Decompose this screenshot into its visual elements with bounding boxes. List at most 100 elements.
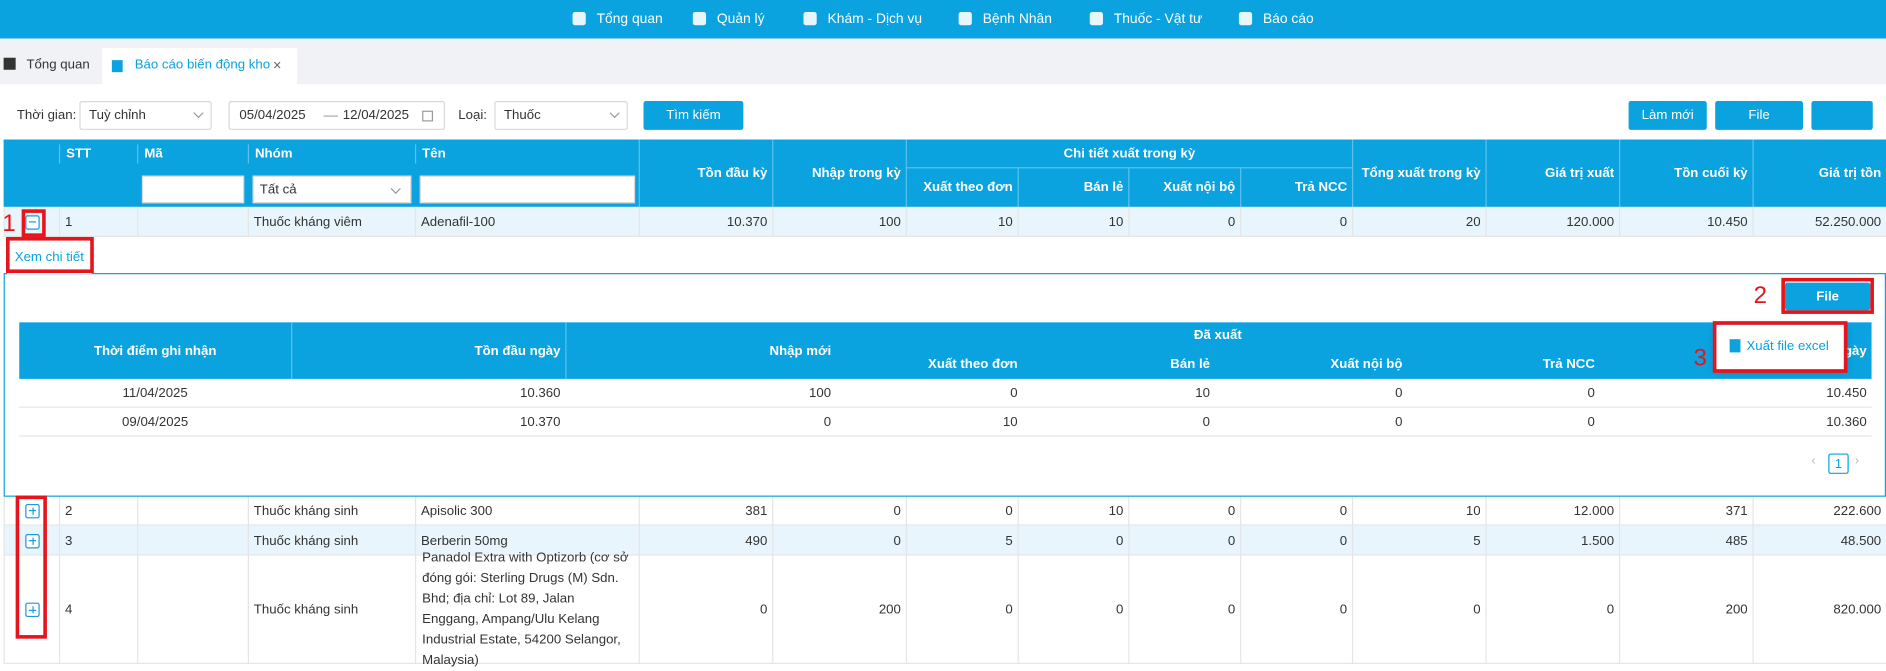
detail-header-cell: Xuất theo đơn [928,356,1018,372]
table-cell: 0 [893,503,901,518]
table-cell: 371 [1725,503,1748,518]
header-filter[interactable] [419,175,636,204]
table-row [3,206,1886,237]
detail-cell: 0 [1395,386,1403,401]
export-dropdown[interactable]: Xuất file excel [1716,324,1844,370]
highlight-box [6,236,94,274]
highlight-box [1781,277,1874,314]
cell-border [137,525,139,556]
detail-cell: 0 [1010,386,1018,401]
header-filter[interactable] [141,175,245,204]
table-cell: Adenafil-100 [420,214,496,230]
nav-item[interactable]: Quản lý [716,12,765,27]
table-cell: 0 [1005,503,1013,518]
nav-item[interactable]: Thuốc - Vật tư [1113,12,1203,27]
page-next[interactable]: › [1854,453,1860,468]
table-cell: 48.500 [1840,533,1882,548]
detail-cell: 10.360 [520,386,561,401]
header-cell: Nhập trong kỳ [772,139,906,207]
table-cell: 0 [1227,602,1236,618]
refresh-button[interactable]: Làm mới [1628,101,1707,130]
cell-border [905,525,907,556]
highlight-box [15,495,47,639]
detail-cell: 0 [1202,414,1211,430]
table-cell: Apisolic 300 [420,503,493,518]
select[interactable]: Thuốc [494,101,628,130]
top-nav [0,0,1886,39]
table-cell: 100 [878,214,901,230]
cell-border [1351,555,1354,664]
detail-cell: 0 [823,414,832,430]
table-cell: Panadol Extra with Optizorb (cơ sở đóng … [422,550,629,668]
header-cell: Tổng xuất trong kỳ [1351,139,1486,207]
detail-cell: 0 [1587,414,1595,430]
cell-border [1618,525,1621,556]
highlight-box [1712,321,1848,373]
table-cell: 0 [1606,602,1615,618]
detail-tab[interactable]: Xem chi tiết [6,239,93,275]
table-cell: 490 [745,533,768,548]
detail-file-button[interactable]: File [1784,282,1871,311]
cell-border [1485,495,1487,526]
nav-item[interactable]: Khám - Dịch vụ [827,12,923,27]
table-cell: 0 [1227,503,1236,518]
expand-button[interactable] [25,533,40,548]
cell-border [638,206,640,237]
table-row [3,525,1886,556]
date-range[interactable]: 05/04/2025 12/04/2025 [228,101,446,130]
table-cell: 4 [64,602,73,618]
columns-button[interactable] [1811,101,1873,130]
header-cell: Trả NCC [1240,168,1352,207]
nav-item[interactable]: Bệnh Nhân [982,12,1052,27]
cell-border [58,206,61,237]
cell-border [772,206,774,237]
header-filter[interactable]: Tất cả [252,175,412,204]
button-label: File [1816,289,1840,304]
file-button[interactable]: File [1715,101,1803,130]
table-cell: 5 [1473,533,1481,548]
detail-header-cell: Xuất nội bộ [1330,356,1403,372]
nav-icon [803,12,817,26]
table-cell: 0 [1339,602,1348,618]
nav-item[interactable]: Báo cáo [1262,12,1314,27]
tab-close[interactable]: × [273,56,282,74]
cell-border [58,555,61,664]
nav-icon [1089,12,1103,26]
expand-button[interactable] [25,503,40,518]
nav-item[interactable]: Tổng quan [596,12,663,27]
button-label: Tìm kiếm [666,108,721,123]
page-prev[interactable]: ‹ [1811,453,1816,468]
header-cell: Tồn đầu kỳ [638,139,773,207]
cell-border [137,555,139,664]
tab-label[interactable]: Báo cáo biến động kho [134,57,271,73]
table-cell: 10 [1108,503,1124,518]
detail-cell: 0 [1395,414,1403,430]
detail-header-cell: Nhập mới [565,322,836,379]
table-row [3,555,1886,664]
cell-border [1240,555,1242,664]
search-button[interactable]: Tìm kiếm [643,101,744,130]
table-cell: 1 [64,214,73,230]
cell-border [1485,555,1487,664]
detail-row [19,379,1872,408]
table-cell: 10 [1465,503,1481,518]
button-label: Làm mới [1641,108,1694,123]
detail-cell: 10.450 [1826,386,1867,401]
expand-button[interactable] [25,602,40,618]
cell-border [58,495,61,526]
table-cell: 200 [1725,602,1748,618]
tab[interactable]: Tổng quan [26,57,90,73]
collapse-button[interactable] [25,214,40,230]
tab-active[interactable] [102,48,298,85]
cell-border [247,525,249,556]
tab-icon [111,60,123,73]
select[interactable]: Tuỳ chỉnh [79,101,212,130]
cell-border [247,495,249,526]
export-option[interactable]: Xuất file excel [1746,339,1829,354]
cell-border [1017,206,1019,237]
table-cell: 0 [1227,533,1236,548]
table-cell: 3 [64,533,73,548]
cell-border [1351,525,1354,556]
page-number[interactable]: 1 [1828,453,1849,474]
table-cell: 0 [893,533,901,548]
